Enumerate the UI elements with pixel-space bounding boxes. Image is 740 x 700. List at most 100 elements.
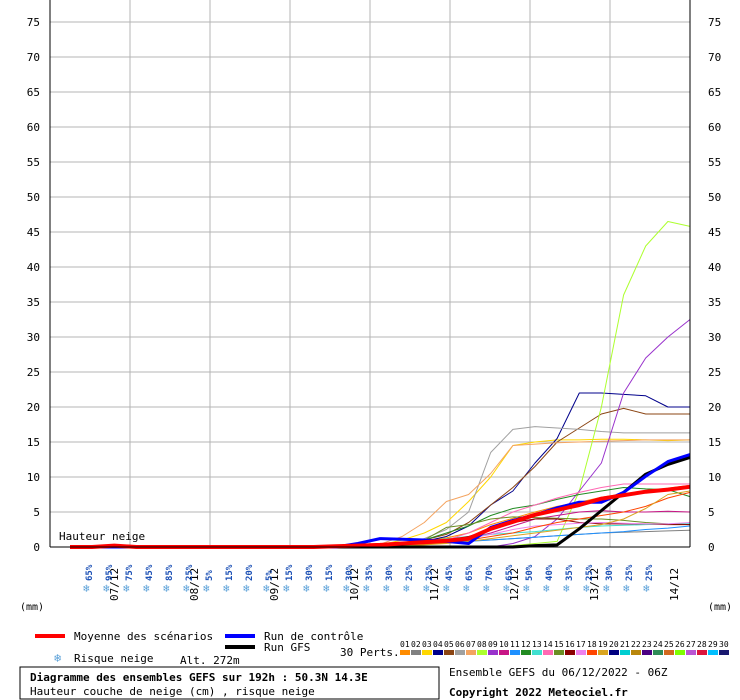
member-swatch [433, 650, 443, 655]
snow-risk-icon: ❄ [483, 582, 490, 595]
snow-risk-icon: ❄ [103, 582, 110, 595]
member-number: 20 [609, 640, 619, 649]
ensemble-label: Ensemble GEFS du 06/12/2022 - 06Z [449, 666, 668, 679]
member-swatch [620, 650, 630, 655]
member-swatch [554, 650, 564, 655]
y-tick-label-right: 10 [708, 471, 721, 484]
altitude-label: Alt. 272m [180, 654, 240, 667]
member-number: 23 [642, 640, 652, 649]
snow-risk-percent: 25% [625, 564, 635, 581]
y-tick-label-left: 60 [27, 121, 40, 134]
member-number: 07 [466, 640, 476, 649]
y-tick-label-right: 45 [708, 226, 721, 239]
y-tick-label-left: 65 [27, 86, 40, 99]
snow-risk-percent: 40% [545, 564, 555, 581]
snow-risk-icon: ❄ [283, 582, 290, 595]
member-swatch [631, 650, 641, 655]
snow-risk-icon: ❄ [183, 582, 190, 595]
member-number: 10 [499, 640, 509, 649]
snow-risk-percent: 70% [485, 564, 495, 581]
member-line [70, 438, 691, 548]
member-number-labels: 01 02 03 04 05 06 07 08 09 10 11 12 13 14 15 16 17 18 19 20… [400, 640, 729, 649]
y-tick-label-left: 55 [27, 156, 40, 169]
member-line [70, 516, 691, 548]
member-color-swatches [400, 650, 729, 655]
x-tick-label: 14/12 [668, 568, 681, 601]
snow-risk-percent: 65% [505, 564, 515, 581]
snow-risk-percent: 65% [85, 564, 95, 581]
member-number: 30 [719, 640, 729, 649]
snow-risk-percent: 30% [385, 564, 395, 581]
member-swatch [543, 650, 553, 655]
snow-risk-icon: ❄ [383, 582, 390, 595]
snow-risk-icon: ❄ [643, 582, 650, 595]
snow-risk-icon: ❄ [623, 582, 630, 595]
member-number: 29 [708, 640, 718, 649]
member-swatch [411, 650, 421, 655]
member-number: 09 [488, 640, 498, 649]
member-number: 25 [664, 640, 674, 649]
snow-risk-icon: ❄ [143, 582, 150, 595]
snow-risk-icon: ❄ [323, 582, 330, 595]
member-number: 13 [532, 640, 542, 649]
footer-subtitle: Hauteur couche de neige (cm) , risque ne… [30, 685, 315, 698]
snow-risk-percent: 25% [425, 564, 435, 581]
member-number: 18 [587, 640, 597, 649]
member-number: 05 [444, 640, 454, 649]
snow-risk-percent: 30% [305, 564, 315, 581]
legend-control-label: Run de contrôle [264, 630, 363, 643]
x-tick-label: 10/12 [348, 568, 361, 601]
y-tick-label-left: 40 [27, 261, 40, 274]
member-swatch [477, 650, 487, 655]
y-tick-label-right: 20 [708, 401, 721, 414]
snow-risk-icon: ❄ [223, 582, 230, 595]
member-number: 02 [411, 640, 421, 649]
y-tick-label-right: 65 [708, 86, 721, 99]
x-axis-labels: 07/12 08/12 09/12 10/12 11/12 12/12 13/12 14/12 [108, 568, 681, 601]
member-line [70, 426, 690, 548]
y-tick-label-right: 60 [708, 121, 721, 134]
member-number: 15 [554, 640, 564, 649]
member-swatch [488, 650, 498, 655]
snow-risk-percent: 35% [365, 564, 375, 581]
snow-risk-icon: ❄ [403, 582, 410, 595]
y-tick-label-left: 35 [27, 296, 40, 309]
x-tick-label: 07/12 [108, 568, 121, 601]
member-swatch [455, 650, 465, 655]
y-tick-label-right: 55 [708, 156, 721, 169]
member-line [70, 439, 690, 548]
copyright: Copyright 2022 Meteociel.fr [449, 686, 628, 699]
member-swatch [510, 650, 520, 655]
snow-risk-percent: 45% [145, 564, 155, 581]
y-tick-label-left: 20 [27, 401, 40, 414]
snow-risk-icon: ❄ [243, 582, 250, 595]
y-tick-label-right: 50 [708, 191, 721, 204]
member-swatch [444, 650, 454, 655]
snow-risk-icon: ❄ [363, 582, 370, 595]
snow-risk-percent: 75% [125, 564, 135, 581]
snow-risk-icon: ❄ [503, 582, 510, 595]
member-swatch [499, 650, 509, 655]
member-swatch [697, 650, 707, 655]
legend-gfs-label: Run GFS [264, 641, 310, 654]
perts-label: 30 Perts. [340, 646, 400, 659]
y-tick-label-right: 70 [708, 51, 721, 64]
y-tick-label-right: 15 [708, 436, 721, 449]
snow-risk-icon: ❄ [123, 582, 130, 595]
snow-risk-percent: 15% [325, 564, 335, 581]
y-tick-label-left: 45 [27, 226, 40, 239]
snow-risk-icon: ❄ [343, 582, 350, 595]
y-unit-left: (mm) [20, 602, 44, 613]
member-number: 22 [631, 640, 641, 649]
snow-risk-icon: ❄ [443, 582, 450, 595]
snow-risk-icon: ❄ [603, 582, 610, 595]
plot-frame [49, 0, 691, 548]
member-number: 06 [455, 640, 465, 649]
member-swatch [609, 650, 619, 655]
x-tick-label: 12/12 [508, 568, 521, 601]
snow-risk-percent: 35% [565, 564, 575, 581]
member-number: 21 [620, 640, 630, 649]
y-tick-label-right: 25 [708, 366, 721, 379]
